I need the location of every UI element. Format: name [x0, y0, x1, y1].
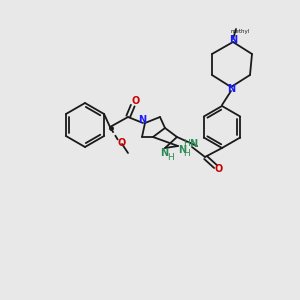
Text: methyl: methyl: [230, 29, 250, 34]
Text: N: N: [189, 139, 197, 149]
Text: O: O: [215, 164, 223, 174]
Text: N: N: [178, 145, 186, 155]
Text: N: N: [227, 84, 235, 94]
Text: N: N: [160, 148, 168, 158]
Text: N: N: [138, 115, 146, 125]
Text: O: O: [132, 96, 140, 106]
Text: H: H: [167, 152, 173, 161]
Text: O: O: [118, 138, 126, 148]
Text: N: N: [229, 35, 237, 45]
Text: H: H: [183, 140, 189, 148]
Text: H: H: [184, 149, 190, 158]
